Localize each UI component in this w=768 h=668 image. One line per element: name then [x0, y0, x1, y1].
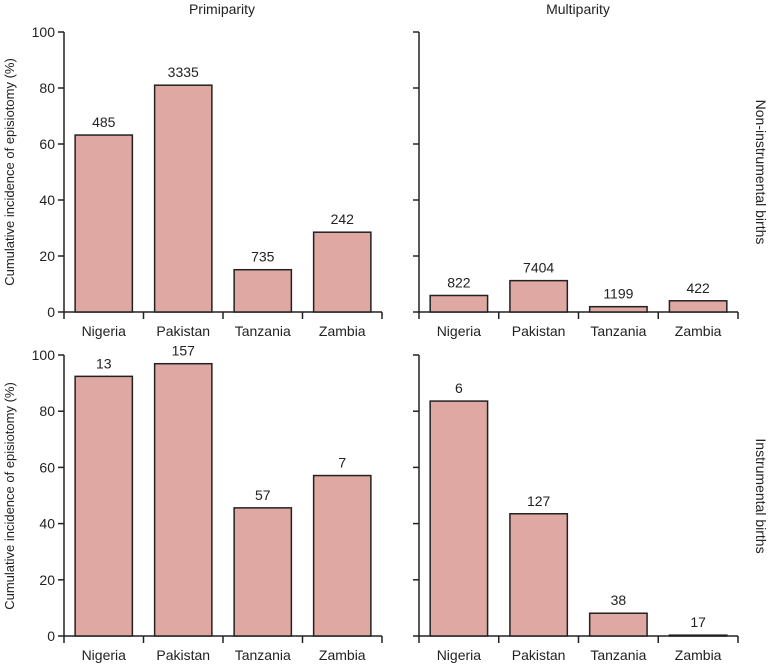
column-title-multiparity: Multiparity	[546, 1, 610, 17]
data-label: 6	[455, 380, 463, 396]
bar-nigeria	[429, 294, 489, 313]
bar-tanzania	[588, 305, 648, 313]
y-tick-label: 80	[39, 403, 55, 419]
y-axis-label-bottom: Cumulative incidence of episiotomy (%)	[2, 382, 17, 610]
bar-pakistan	[509, 279, 569, 313]
bar-zambia	[668, 634, 728, 637]
y-tick-label: 20	[39, 248, 55, 264]
x-tick-label: Tanzania	[235, 647, 291, 663]
row-label-non-instrumental: Non-instrumental births	[753, 100, 768, 245]
column-title-primiparity: Primiparity	[189, 1, 255, 17]
data-label: 3335	[168, 64, 199, 80]
bar-tanzania	[233, 268, 293, 313]
y-tick-label: 20	[39, 572, 55, 588]
data-label: 485	[92, 114, 116, 130]
bar-zambia	[668, 300, 728, 313]
x-tick-label: Nigeria	[82, 323, 127, 339]
x-tick-label: Pakistan	[156, 647, 210, 663]
data-label: 13	[96, 355, 112, 371]
bar-tanzania	[233, 507, 293, 637]
x-tick-label: Zambia	[319, 323, 366, 339]
x-tick-label: Tanzania	[590, 323, 646, 339]
x-tick-label: Tanzania	[590, 647, 646, 663]
x-tick-label: Nigeria	[437, 647, 482, 663]
y-tick-label: 100	[32, 24, 56, 40]
x-tick-label: Pakistan	[512, 323, 566, 339]
x-tick-label: Tanzania	[235, 323, 291, 339]
x-tick-label: Zambia	[675, 323, 722, 339]
x-tick-label: Zambia	[675, 647, 722, 663]
x-tick-label: Nigeria	[437, 323, 482, 339]
data-label: 1199	[603, 286, 633, 302]
data-label: 242	[331, 211, 355, 227]
y-tick-label: 40	[39, 192, 55, 208]
x-tick-label: Pakistan	[512, 647, 566, 663]
bar-pakistan	[153, 362, 213, 637]
bar-pakistan	[509, 513, 569, 637]
y-axis-label-top: Cumulative incidence of episiotomy (%)	[2, 58, 17, 286]
bar-nigeria	[74, 375, 134, 637]
bar-zambia	[312, 474, 372, 637]
x-tick-label: Pakistan	[156, 323, 210, 339]
data-label: 7	[338, 455, 346, 471]
row-label-instrumental: Instrumental births	[753, 438, 768, 553]
bar-tanzania	[588, 612, 648, 637]
bar-pakistan	[153, 84, 213, 313]
y-tick-label: 60	[39, 136, 55, 152]
x-tick-label: Nigeria	[82, 647, 127, 663]
y-tick-label: 0	[47, 304, 55, 320]
y-tick-label: 40	[39, 516, 55, 532]
y-tick-label: 0	[47, 628, 55, 644]
data-label: 822	[447, 274, 471, 290]
data-label: 38	[611, 592, 627, 608]
data-label: 127	[527, 493, 551, 509]
data-label: 17	[690, 614, 706, 630]
y-tick-label: 80	[39, 80, 55, 96]
y-tick-label: 60	[39, 459, 55, 475]
bar-nigeria	[429, 400, 489, 637]
x-tick-label: Zambia	[319, 647, 366, 663]
y-tick-label: 100	[32, 347, 56, 363]
data-label: 735	[251, 249, 275, 265]
data-label: 422	[686, 280, 710, 296]
bar-nigeria	[74, 134, 134, 313]
data-label: 7404	[523, 260, 554, 276]
data-label: 57	[255, 487, 271, 503]
bar-zambia	[312, 231, 372, 313]
data-label: 157	[172, 343, 196, 359]
